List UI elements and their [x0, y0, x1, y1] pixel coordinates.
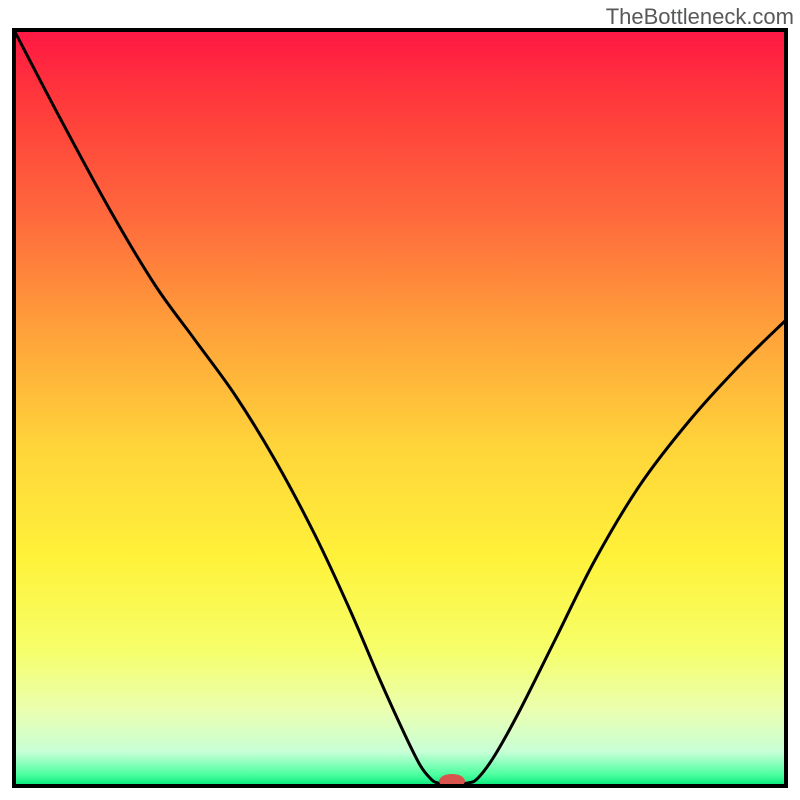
- gradient-background: [14, 30, 786, 786]
- watermark-text: TheBottleneck.com: [606, 4, 794, 30]
- bottleneck-chart: [0, 0, 800, 800]
